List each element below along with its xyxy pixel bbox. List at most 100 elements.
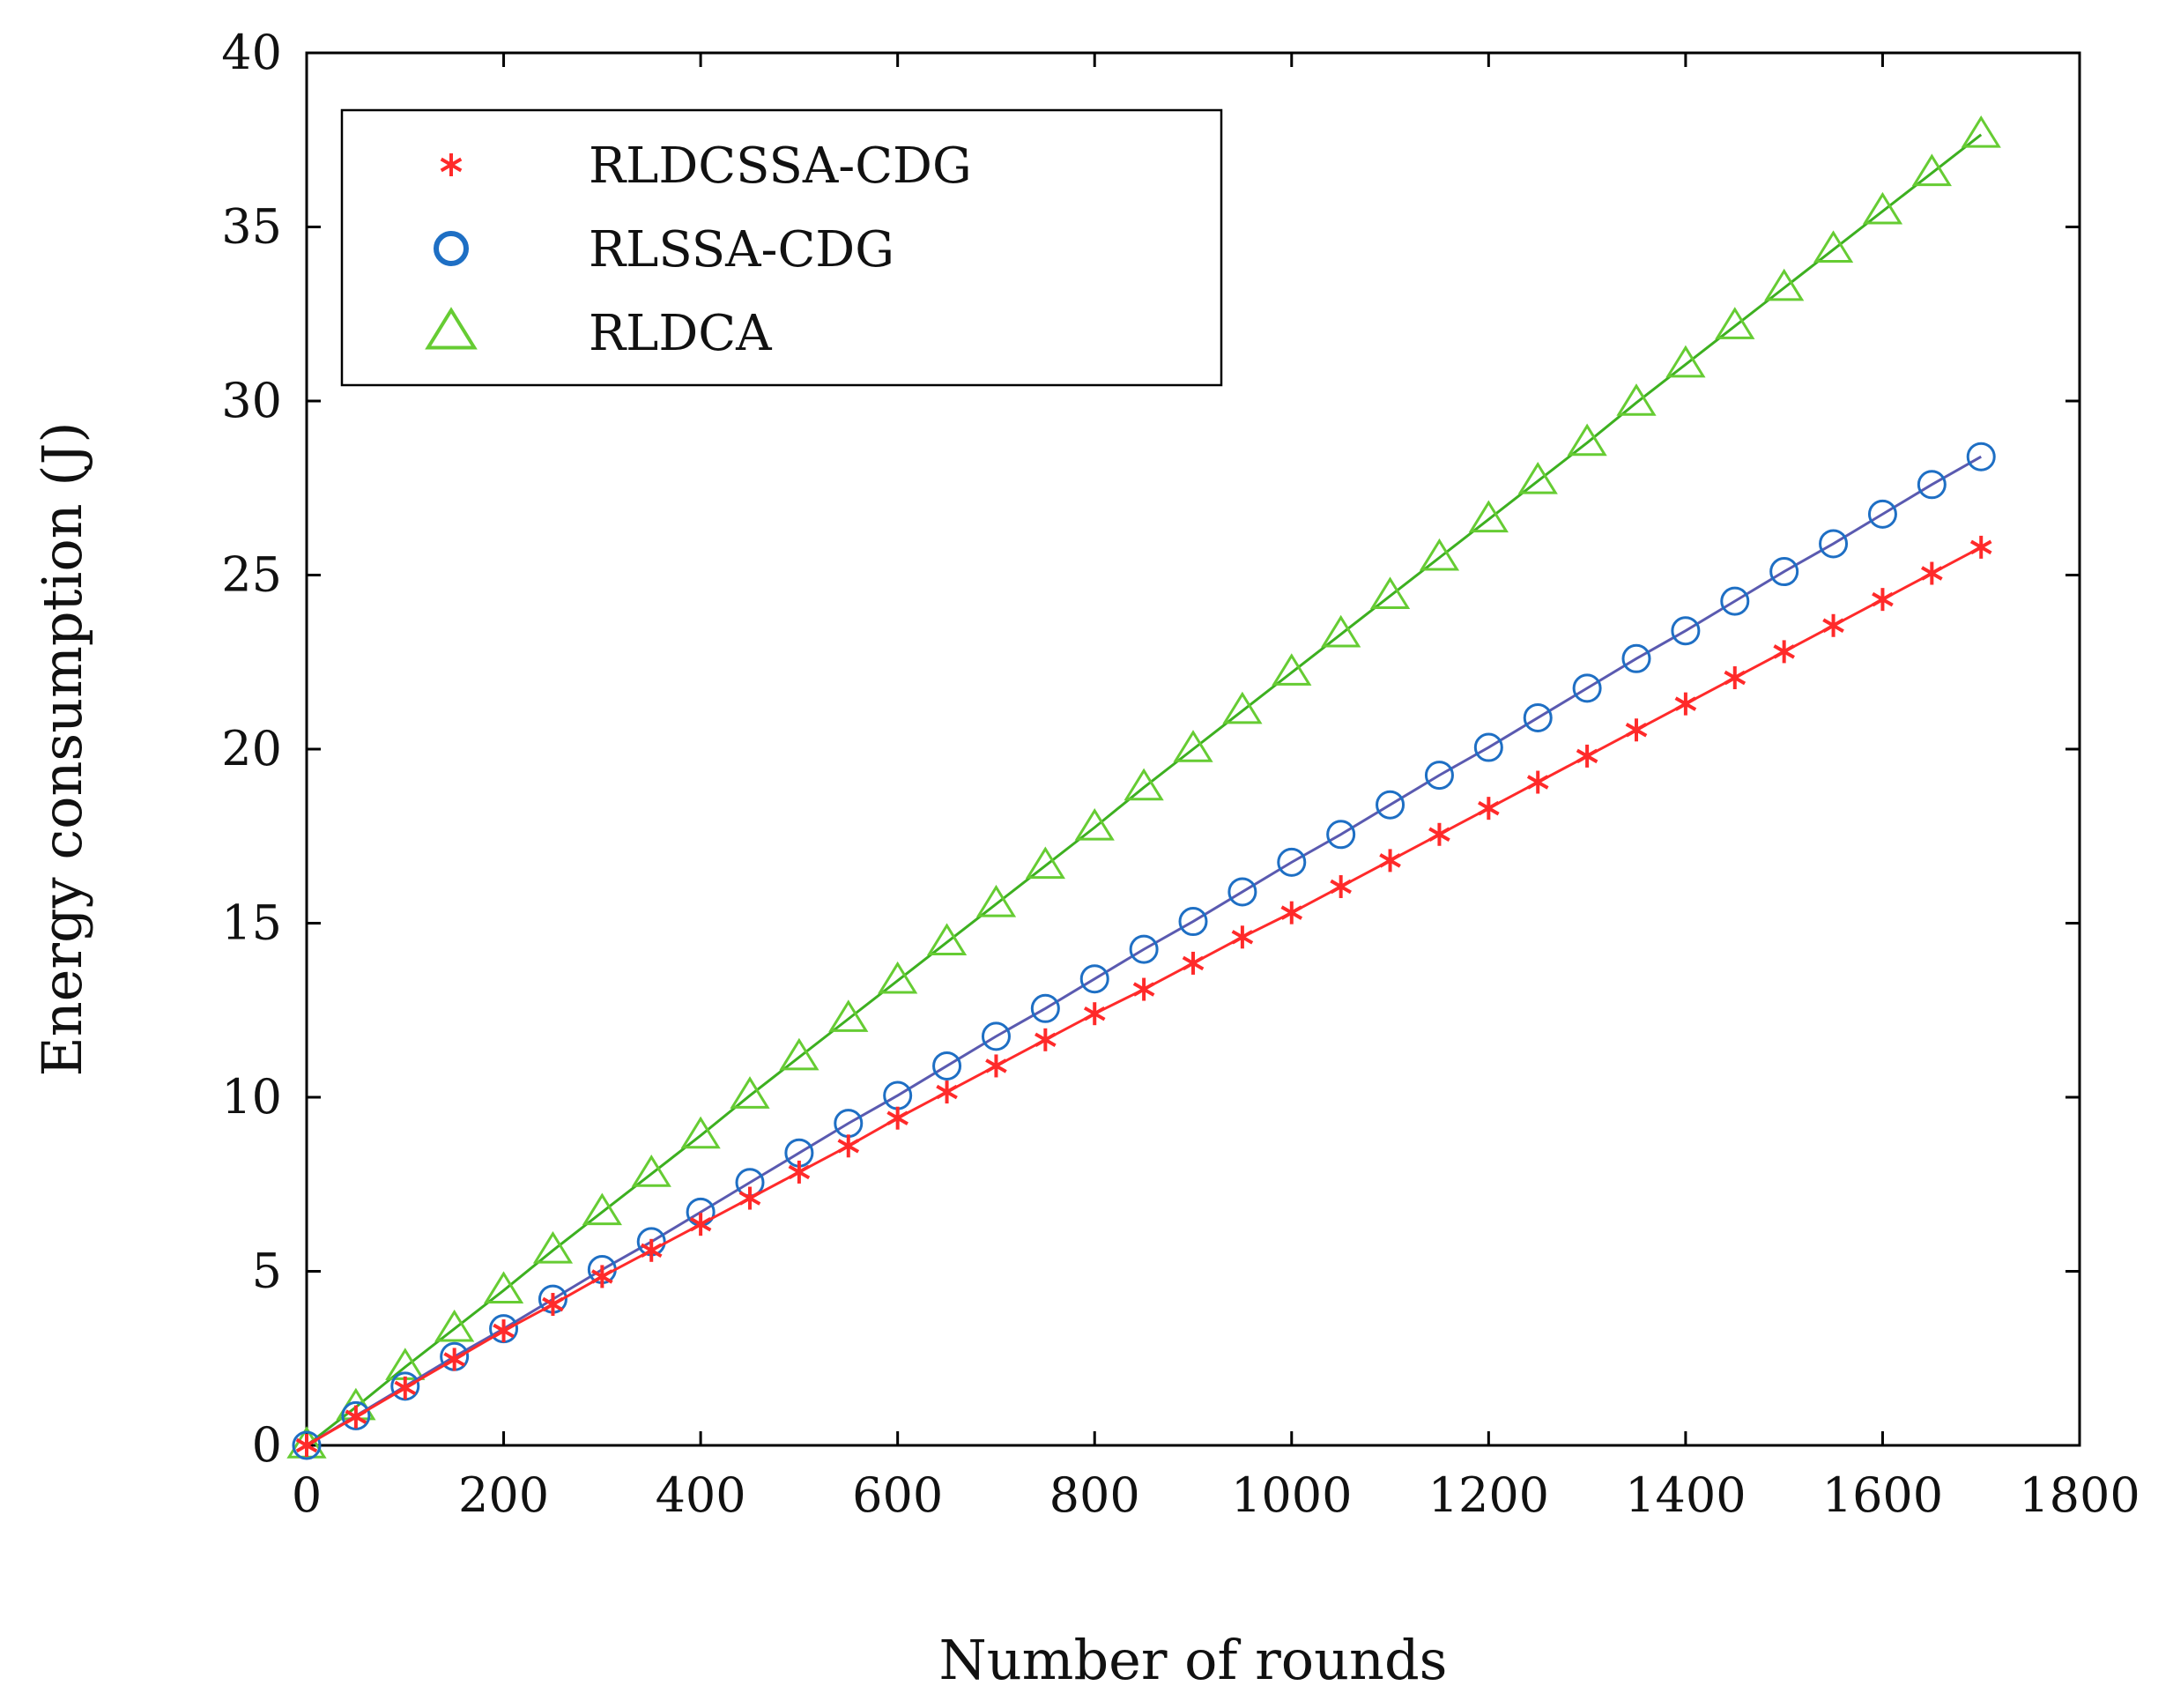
data-point-rldcssa-cdg xyxy=(295,1434,318,1457)
series-rldcssa-cdg xyxy=(295,535,1992,1457)
x-tick-label: 200 xyxy=(458,1467,549,1523)
data-point-rlssa-cdg xyxy=(1424,761,1454,791)
series-rldca xyxy=(286,115,2001,1459)
data-point-rldcssa-cdg xyxy=(443,1348,465,1371)
data-point-rldcssa-cdg xyxy=(936,1080,958,1104)
data-point-rldcssa-cdg xyxy=(591,1265,613,1288)
x-tick-label: 800 xyxy=(1049,1467,1140,1523)
data-point-rldcssa-cdg xyxy=(1822,613,1844,637)
data-point-rldca xyxy=(1517,461,1558,494)
series-rlssa-cdg xyxy=(292,442,1996,1460)
x-tick-label: 1200 xyxy=(1428,1467,1549,1523)
data-point-rldcssa-cdg xyxy=(1674,692,1697,716)
legend-marker-rldca xyxy=(425,307,478,350)
y-axis: 0 5 10 15 20 25 30 35 40 xyxy=(221,25,2080,1473)
y-tick-label: 35 xyxy=(221,199,282,255)
data-point-rldcssa-cdg xyxy=(1428,822,1450,846)
x-tick-label: 1400 xyxy=(1625,1467,1746,1523)
data-point-rldca xyxy=(1911,153,1952,187)
data-point-rldcssa-cdg xyxy=(1083,1002,1106,1026)
data-point-rldca xyxy=(1272,653,1312,686)
data-point-rlssa-cdg xyxy=(1917,470,1947,500)
data-point-rlssa-cdg xyxy=(1227,877,1257,907)
y-tick-label: 40 xyxy=(221,25,282,80)
data-point-rlssa-cdg xyxy=(1178,907,1208,937)
data-point-rlssa-cdg xyxy=(1129,934,1159,964)
y-tick-label: 5 xyxy=(252,1244,282,1299)
data-point-rldca xyxy=(730,1076,770,1109)
data-point-rlssa-cdg xyxy=(1473,732,1503,762)
legend-label-rldca: RLDCA xyxy=(589,305,772,362)
data-point-rldcssa-cdg xyxy=(788,1160,811,1184)
data-point-rldcssa-cdg xyxy=(1132,977,1155,1001)
data-point-rlssa-cdg xyxy=(1819,529,1849,559)
data-point-rldcssa-cdg xyxy=(837,1134,860,1158)
y-tick-label: 30 xyxy=(221,373,282,428)
data-point-rldca xyxy=(779,1037,820,1071)
x-tick-label: 400 xyxy=(656,1467,746,1523)
data-point-rldca xyxy=(1222,691,1263,724)
data-point-rlssa-cdg xyxy=(981,1021,1011,1051)
data-point-rldca xyxy=(1961,115,2001,148)
data-point-rldca xyxy=(828,999,869,1032)
y-tick-label: 15 xyxy=(221,895,282,951)
data-point-rldca xyxy=(1468,500,1509,533)
data-point-rldca xyxy=(1369,576,1411,609)
data-point-rldcssa-cdg xyxy=(493,1319,515,1343)
data-point-rldca xyxy=(286,1426,327,1459)
legend-marker-rldcssa-cdg xyxy=(440,153,463,176)
data-point-rlssa-cdg xyxy=(1030,993,1060,1023)
data-point-rldcssa-cdg xyxy=(1576,744,1598,768)
data-point-rldcssa-cdg xyxy=(886,1106,909,1130)
y-tick-label: 0 xyxy=(252,1417,282,1473)
data-point-rldca xyxy=(1124,768,1164,801)
data-point-rlssa-cdg xyxy=(1376,790,1405,820)
data-point-rldca xyxy=(1665,345,1706,378)
data-point-rldca xyxy=(1173,730,1213,762)
data-point-rldcssa-cdg xyxy=(1969,535,1992,559)
data-point-rlssa-cdg xyxy=(1966,442,1996,472)
x-axis-title: Number of rounds xyxy=(938,1628,1447,1692)
data-point-rldca xyxy=(975,884,1017,917)
legend-box xyxy=(340,108,1223,387)
data-point-rldcssa-cdg xyxy=(345,1405,367,1429)
series-layer xyxy=(286,115,2001,1460)
y-axis-title: Energy consumption (J) xyxy=(30,421,94,1076)
data-point-rlssa-cdg xyxy=(341,1400,371,1430)
data-point-rldcssa-cdg xyxy=(985,1054,1007,1078)
data-point-rldcssa-cdg xyxy=(738,1186,761,1210)
data-point-rlssa-cdg xyxy=(1572,673,1602,703)
data-point-rldcssa-cdg xyxy=(1330,875,1352,899)
data-point-rldcssa-cdg xyxy=(1724,666,1747,690)
data-point-rlssa-cdg xyxy=(292,1430,322,1460)
legend-marker-rlssa-cdg xyxy=(434,231,469,266)
data-point-rlssa-cdg xyxy=(1720,586,1750,616)
data-point-rldcssa-cdg xyxy=(1478,797,1500,821)
data-point-rldcssa-cdg xyxy=(1625,718,1648,742)
data-point-rldcssa-cdg xyxy=(1526,770,1549,794)
y-tick-label: 25 xyxy=(221,547,282,603)
legend-label-rlssa-cdg: RLSSA-CDG xyxy=(589,221,894,278)
x-tick-label: 600 xyxy=(852,1467,943,1523)
data-point-rldca xyxy=(1321,614,1361,648)
data-point-rldca xyxy=(1567,423,1607,457)
data-point-rldca xyxy=(680,1116,721,1149)
data-point-rldcssa-cdg xyxy=(1231,925,1254,949)
data-point-rldca xyxy=(878,961,918,994)
data-point-rldca xyxy=(1419,538,1460,571)
data-point-rlssa-cdg xyxy=(1277,847,1307,877)
data-point-rldcssa-cdg xyxy=(1280,901,1303,925)
x-tick-label: 1000 xyxy=(1231,1467,1352,1523)
data-point-rldcssa-cdg xyxy=(1182,951,1205,975)
data-point-rlssa-cdg xyxy=(1621,643,1651,673)
data-point-rldcssa-cdg xyxy=(542,1293,564,1317)
data-point-rlssa-cdg xyxy=(1671,616,1701,646)
data-point-rlssa-cdg xyxy=(932,1051,962,1080)
legend: RLDCSSA-CDG RLSSA-CDG RLDCA xyxy=(340,108,1223,387)
data-point-rldcssa-cdg xyxy=(1379,849,1401,873)
data-point-rldca xyxy=(1074,808,1115,841)
data-point-rlssa-cdg xyxy=(1867,499,1897,529)
x-tick-label: 1800 xyxy=(2019,1467,2140,1523)
